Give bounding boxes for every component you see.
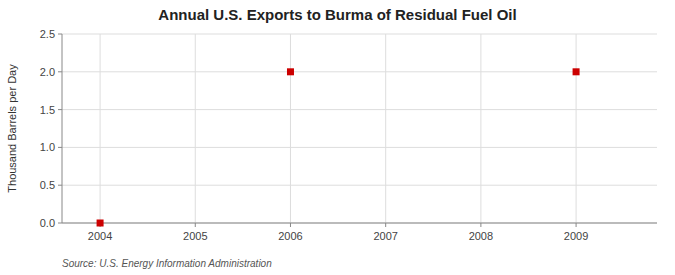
y-axis-label: Thousand Barrels per Day	[6, 64, 18, 193]
y-grid-line	[62, 185, 657, 186]
background	[0, 0, 675, 275]
points	[97, 68, 580, 226]
y-grid-line	[62, 223, 657, 224]
y-tick	[58, 185, 62, 186]
y-grid-line	[62, 34, 657, 35]
chart-svg: Annual U.S. Exports to Burma of Residual…	[0, 0, 675, 275]
y-tick-label: 0.5	[40, 179, 55, 191]
x-tick-label: 2008	[469, 230, 493, 242]
y-tick-label: 1.5	[40, 104, 55, 116]
x-grid-line	[576, 34, 577, 223]
point	[573, 68, 580, 75]
x-axis-line	[62, 223, 657, 224]
x-grid-line	[480, 34, 481, 223]
x-grid-line	[385, 34, 386, 223]
y-tick-label: 1.0	[40, 141, 55, 153]
x-tick-label: 2007	[373, 230, 397, 242]
x-tick	[576, 223, 577, 227]
source: Source: U.S. Energy Information Administ…	[62, 258, 272, 269]
x-grid-line	[100, 34, 101, 223]
y-tick	[58, 109, 62, 110]
y-tick	[58, 71, 62, 72]
title: Annual U.S. Exports to Burma of Residual…	[158, 6, 516, 23]
y-grid-line	[62, 147, 657, 148]
y-tick-label: 0.0	[40, 217, 55, 229]
x-tick	[385, 223, 386, 227]
y-tick-label: 2.5	[40, 28, 55, 40]
x-tick	[290, 223, 291, 227]
y-tick	[58, 147, 62, 148]
x-tick-label: 2005	[183, 230, 207, 242]
y-grid-line	[62, 109, 657, 110]
y-grid-line	[62, 71, 657, 72]
y-tick	[58, 223, 62, 224]
x-tick	[480, 223, 481, 227]
y-tick	[58, 34, 62, 35]
y-axis-line	[62, 34, 63, 223]
axes: 0.0 0.5 1.0 1.5 2.0 2.5 2004 2005 2006 2007 2008 20…	[40, 28, 657, 242]
x-tick-label: 2006	[278, 230, 302, 242]
x-grid-line	[195, 34, 196, 223]
x-tick-label: 2009	[564, 230, 588, 242]
y-tick-label: 2.0	[40, 66, 55, 78]
x-grid-line	[290, 34, 291, 223]
chart-container: Annual U.S. Exports to Burma of Residual…	[0, 0, 675, 275]
point	[287, 68, 294, 75]
x-tick-label: 2004	[88, 230, 112, 242]
point	[97, 220, 104, 227]
grid	[62, 34, 657, 223]
x-tick	[195, 223, 196, 227]
